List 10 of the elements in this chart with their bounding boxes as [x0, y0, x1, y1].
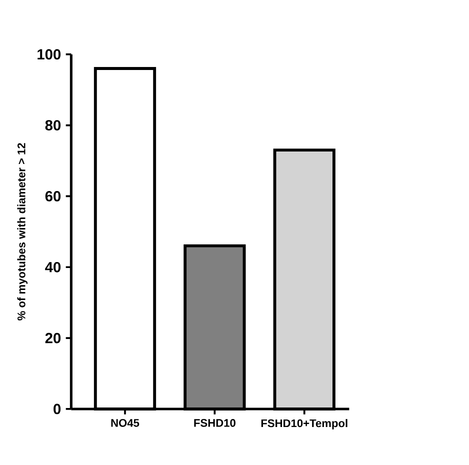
x-tick-label: FSHD10 — [194, 419, 236, 427]
y-tick-label: 60 — [45, 191, 61, 202]
x-tick-label: NO45 — [111, 419, 140, 427]
y-tick-label: 20 — [45, 332, 61, 344]
y-tick-label: 40 — [45, 262, 61, 272]
y-tick-label: 100 — [38, 49, 61, 60]
y-axis-title: % of myotubes with diameter > 12 — [17, 143, 28, 320]
y-tick-label: 0 — [54, 404, 61, 414]
x-tick-label: FSHD10+Tempol — [261, 419, 348, 430]
y-tick-label: 80 — [45, 120, 61, 130]
